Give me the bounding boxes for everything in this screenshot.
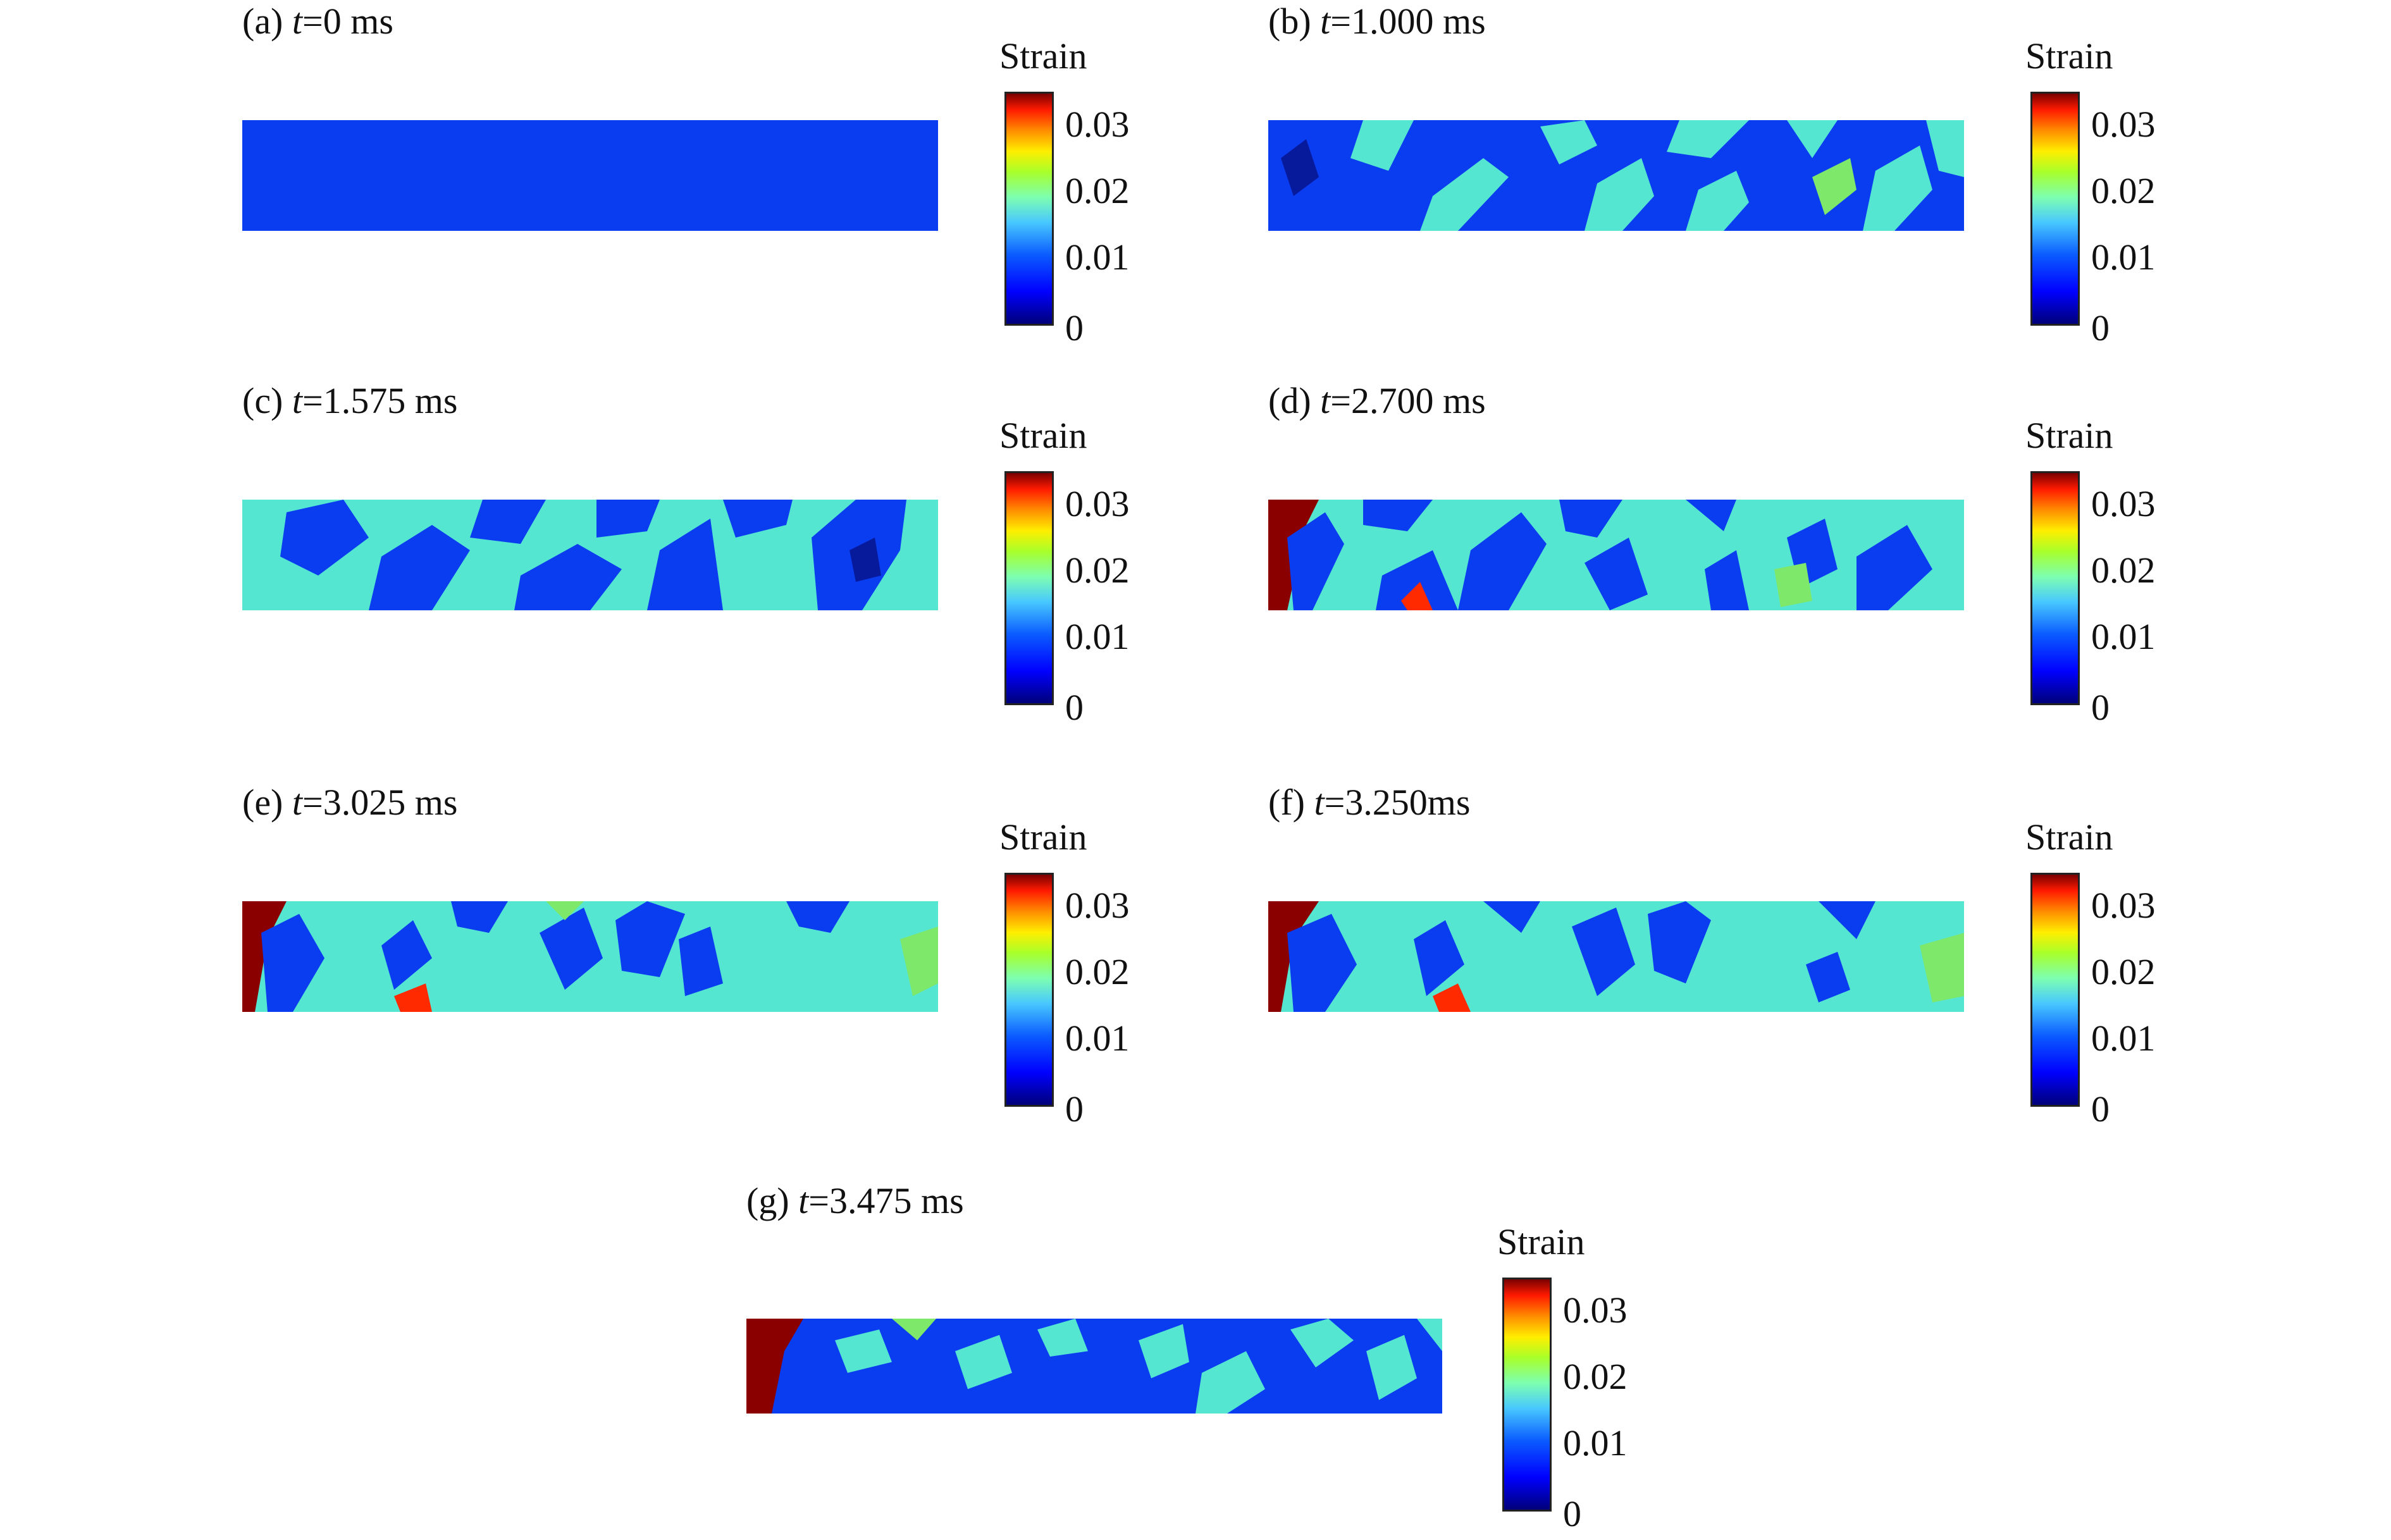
colorbar-gradient — [1502, 1278, 1552, 1512]
colorbar-gradient — [1004, 873, 1054, 1107]
panel-g: (g) t=3.475 ms Strain 0.03 0.02 0.01 0 — [746, 1180, 1695, 1534]
panel-label: (g) — [746, 1180, 799, 1221]
colorbar-tick: 0.02 — [1563, 1356, 1628, 1397]
colorbar-tick: 0 — [1065, 687, 1084, 728]
colorbar-tick: 0 — [2091, 687, 2110, 728]
strain-field-a — [242, 120, 938, 231]
panel-e: (e) t=3.025 ms Strain 0.03 0.02 0.01 0 — [242, 781, 1191, 1135]
colorbar-tick: 0.02 — [2091, 170, 2156, 211]
panel-title: (f) t=3.250ms — [1268, 781, 1470, 823]
panel-label: (a) — [242, 1, 292, 42]
strain-field-d — [1268, 500, 1964, 610]
colorbar-tick: 0.01 — [2091, 1018, 2156, 1059]
colorbar-tick: 0.03 — [1563, 1290, 1628, 1331]
time-value: =1.000 ms — [1330, 1, 1486, 42]
panel-title: (e) t=3.025 ms — [242, 781, 457, 823]
colorbar-tick: 0.01 — [1065, 237, 1130, 278]
colorbar: Strain 0.03 0.02 0.01 0 — [999, 0, 1164, 354]
panel-label: (b) — [1268, 1, 1321, 42]
colorbar-tick: 0.01 — [2091, 616, 2156, 657]
colorbar-title: Strain — [999, 816, 1087, 858]
colorbar: Strain 0.03 0.02 0.01 0 — [2025, 379, 2190, 734]
colorbar-tick: 0 — [1065, 307, 1084, 348]
strain-field-g — [746, 1319, 1442, 1414]
colorbar-title: Strain — [2025, 415, 2113, 456]
colorbar-title: Strain — [1497, 1221, 1585, 1262]
time-value: =3.250ms — [1324, 782, 1471, 823]
panel-title: (a) t=0 ms — [242, 0, 393, 42]
colorbar-tick: 0.01 — [1065, 616, 1130, 657]
panel-label: (c) — [242, 380, 292, 421]
panel-c: (c) t=1.575 ms Strain 0.03 0.02 0.01 0 — [242, 379, 1191, 734]
colorbar-tick: 0.01 — [1563, 1422, 1628, 1463]
colorbar-tick: 0.03 — [1065, 483, 1130, 524]
colorbar-tick: 0.03 — [1065, 104, 1130, 145]
time-variable: t — [292, 1, 302, 42]
time-variable: t — [1320, 380, 1331, 421]
colorbar-tick: 0 — [1065, 1088, 1084, 1130]
colorbar-title: Strain — [999, 415, 1087, 456]
colorbar-title: Strain — [999, 35, 1087, 77]
time-variable: t — [1320, 1, 1331, 42]
time-value: =1.575 ms — [302, 380, 458, 421]
panel-b: (b) t=1.000 ms Strain 0.03 0.02 0.01 0 — [1268, 0, 2217, 354]
colorbar: Strain 0.03 0.02 0.01 0 — [999, 379, 1164, 734]
colorbar: Strain 0.03 0.02 0.01 0 — [1497, 1186, 1662, 1540]
colorbar-tick: 0.03 — [1065, 885, 1130, 926]
colorbar-tick: 0.02 — [1065, 170, 1130, 211]
colorbar-tick: 0.03 — [2091, 104, 2156, 145]
colorbar-tick: 0.02 — [2091, 550, 2156, 591]
panel-d: (d) t=2.700 ms Strain 0.03 0.02 0.01 0 — [1268, 379, 2217, 734]
time-variable: t — [292, 782, 302, 823]
colorbar-gradient — [2030, 471, 2080, 705]
colorbar: Strain 0.03 0.02 0.01 0 — [2025, 781, 2190, 1135]
strain-field-b — [1268, 120, 1964, 231]
colorbar-gradient — [1004, 92, 1054, 326]
colorbar-tick: 0 — [2091, 1088, 2110, 1130]
colorbar-tick: 0.01 — [2091, 237, 2156, 278]
time-variable: t — [1314, 782, 1325, 823]
strain-field-c — [242, 500, 938, 610]
colorbar-title: Strain — [2025, 816, 2113, 858]
panel-label: (e) — [242, 782, 292, 823]
panel-title: (d) t=2.700 ms — [1268, 379, 1486, 422]
panel-label: (f) — [1268, 782, 1314, 823]
time-value: =3.025 ms — [302, 782, 458, 823]
colorbar-tick: 0.02 — [2091, 951, 2156, 992]
panel-title: (c) t=1.575 ms — [242, 379, 457, 422]
time-value: =0 ms — [302, 1, 393, 42]
panel-title: (b) t=1.000 ms — [1268, 0, 1486, 42]
colorbar-title: Strain — [2025, 35, 2113, 77]
colorbar-tick: 0.02 — [1065, 550, 1130, 591]
time-value: =2.700 ms — [1330, 380, 1486, 421]
colorbar-tick: 0.03 — [2091, 885, 2156, 926]
panel-a: (a) t=0 ms Strain 0.03 0.02 0.01 0 — [242, 0, 1191, 354]
strain-field-e — [242, 901, 938, 1012]
colorbar-tick: 0 — [1563, 1493, 1581, 1534]
colorbar: Strain 0.03 0.02 0.01 0 — [999, 781, 1164, 1135]
time-variable: t — [798, 1180, 809, 1221]
panel-title: (g) t=3.475 ms — [746, 1180, 964, 1222]
colorbar-gradient — [2030, 873, 2080, 1107]
panel-label: (d) — [1268, 380, 1321, 421]
colorbar-tick: 0.01 — [1065, 1018, 1130, 1059]
colorbar-tick: 0 — [2091, 307, 2110, 348]
colorbar-tick: 0.03 — [2091, 483, 2156, 524]
colorbar-tick: 0.02 — [1065, 951, 1130, 992]
colorbar-gradient — [2030, 92, 2080, 326]
strain-field-f — [1268, 901, 1964, 1012]
colorbar: Strain 0.03 0.02 0.01 0 — [2025, 0, 2190, 354]
colorbar-gradient — [1004, 471, 1054, 705]
time-value: =3.475 ms — [808, 1180, 964, 1221]
time-variable: t — [292, 380, 302, 421]
panel-f: (f) t=3.250ms Strain 0.03 0.02 0.01 0 — [1268, 781, 2217, 1135]
